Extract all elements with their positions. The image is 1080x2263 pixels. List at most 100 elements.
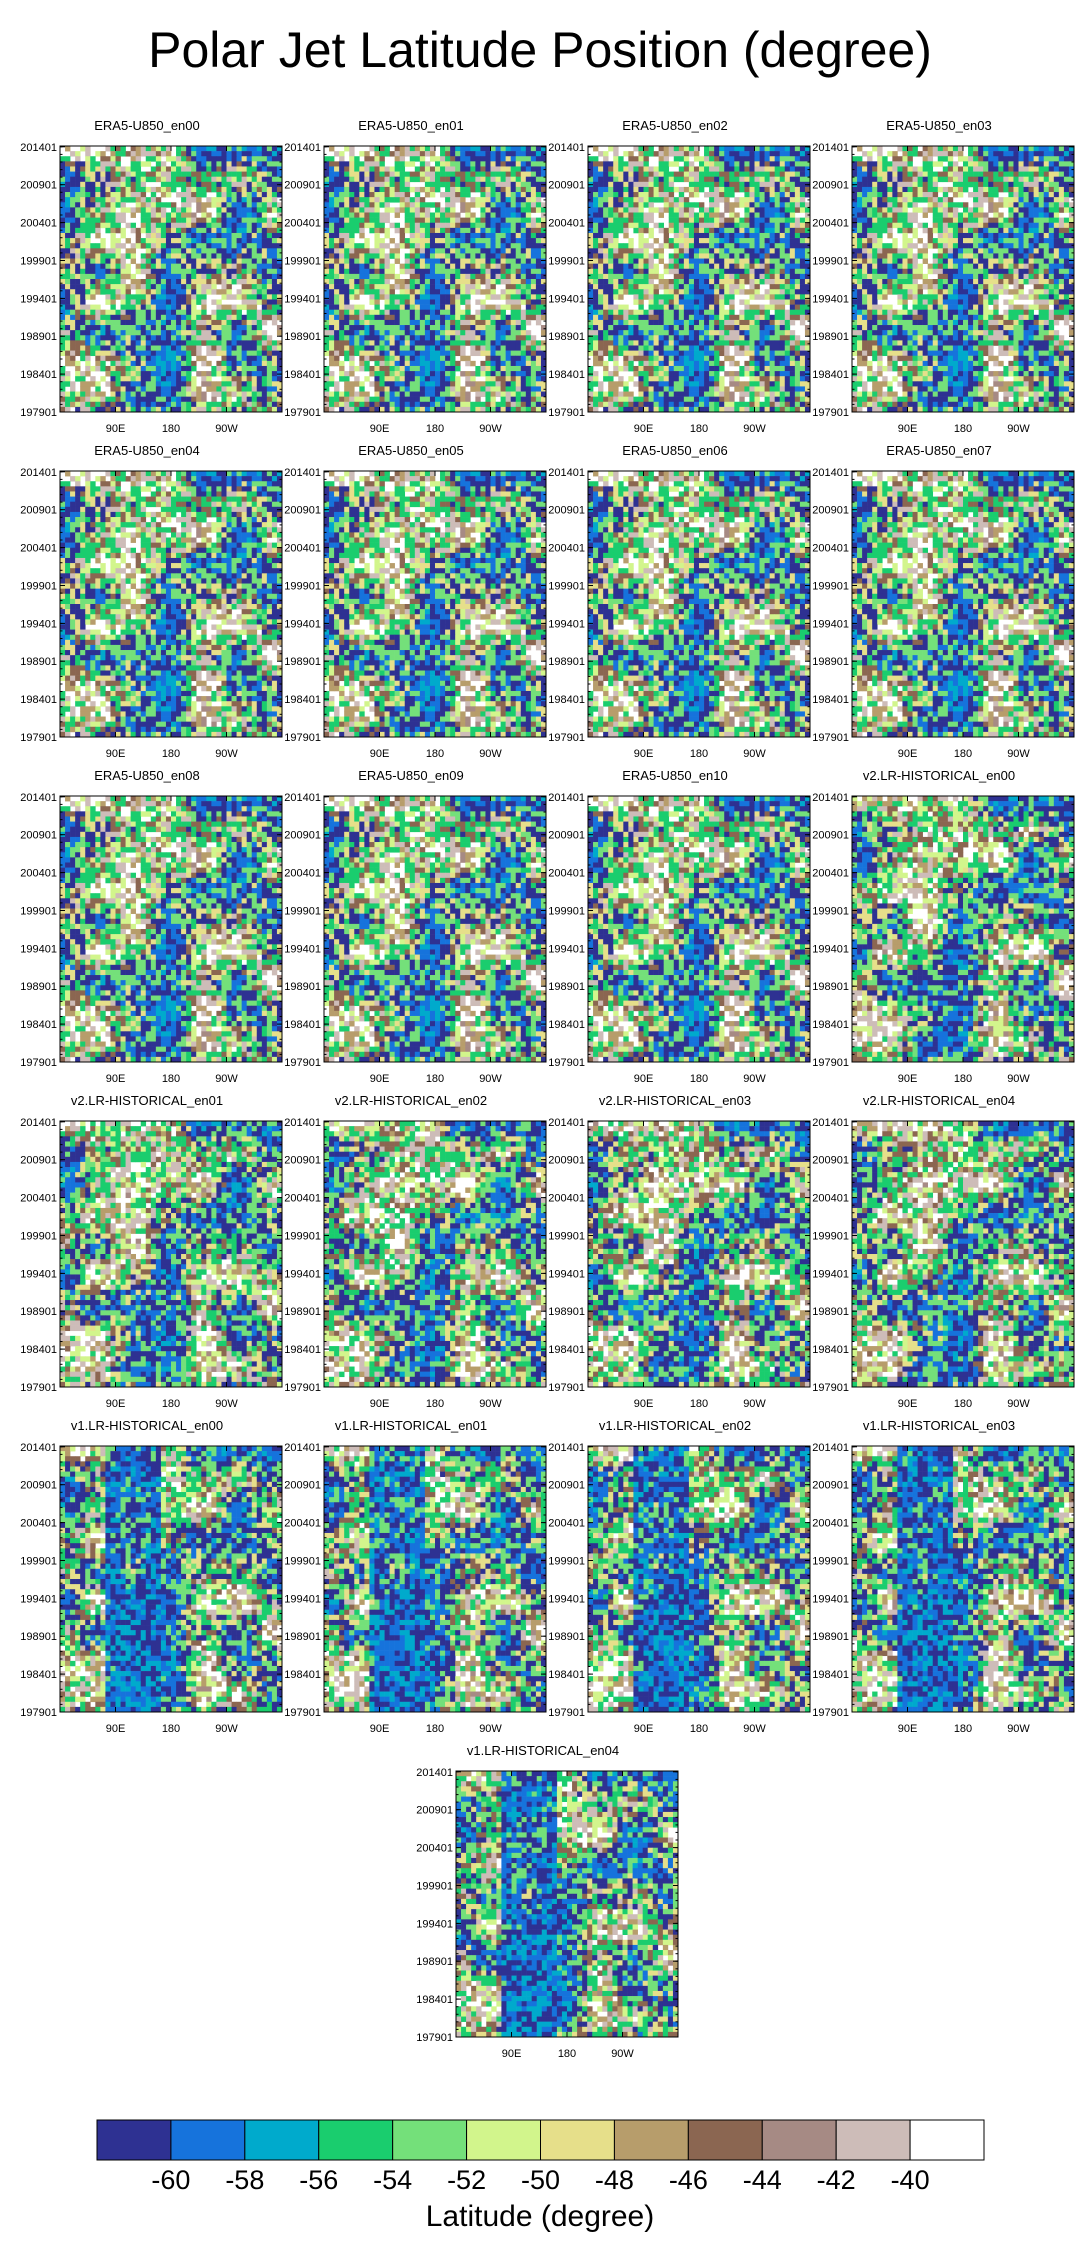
panel: ERA5-U850_en02 201401 200901 200401 199901 19… — [543, 118, 811, 438]
y-tick-label: 200901 — [548, 1155, 585, 1167]
y-tick-label: 199401 — [548, 293, 585, 305]
y-tick-label: 198901 — [812, 981, 849, 993]
y-tick-label: 201401 — [284, 1117, 321, 1129]
y-tick-label: 200401 — [548, 543, 585, 555]
y-tick-label: 200901 — [284, 830, 321, 842]
y-tick-label: 199901 — [20, 906, 57, 918]
y-tick-label: 197901 — [548, 1382, 585, 1394]
colorbar-tick-label: -56 — [279, 2164, 359, 2196]
panel: ERA5-U850_en04 201401 200901 200401 199901 19… — [15, 443, 283, 763]
y-tick-label: 197901 — [284, 1057, 321, 1069]
heatmap-field — [852, 796, 1075, 1063]
panel-plot: 201401 200901 200401 199901 199401 198901 1984… — [548, 1442, 811, 1735]
y-tick-label: 200901 — [20, 830, 57, 842]
y-tick-label: 199901 — [284, 256, 321, 268]
y-tick-label: 199901 — [20, 1231, 57, 1243]
y-tick-label: 200901 — [284, 505, 321, 517]
y-tick-label: 200401 — [812, 218, 849, 230]
y-tick-label: 198401 — [284, 1669, 321, 1681]
y-tick-label: 199901 — [548, 906, 585, 918]
x-tick-label: 90E — [634, 1398, 654, 1410]
y-tick-label: 199401 — [20, 943, 57, 955]
colorbar-tick-label: -48 — [574, 2164, 654, 2196]
y-tick-label: 199401 — [284, 618, 321, 630]
y-tick-label: 198401 — [284, 1344, 321, 1356]
x-tick-label: 90E — [502, 2048, 522, 2060]
y-tick-label: 198901 — [284, 981, 321, 993]
panel-title: v1.LR-HISTORICAL_en02 — [543, 1418, 807, 1434]
panel-title: v2.LR-HISTORICAL_en03 — [543, 1093, 807, 1109]
y-tick-label: 199401 — [20, 618, 57, 630]
x-tick-label: 90E — [106, 1073, 126, 1085]
y-tick-label: 198401 — [20, 1019, 57, 1031]
y-tick-label: 201401 — [548, 792, 585, 804]
y-tick-label: 200901 — [20, 505, 57, 517]
x-tick-label: 180 — [162, 748, 180, 760]
y-tick-label: 199401 — [416, 1918, 453, 1930]
x-tick-label: 90E — [106, 1723, 126, 1735]
x-tick-label: 90E — [898, 423, 918, 435]
heatmap-field — [456, 1771, 679, 2038]
y-tick-label: 200401 — [20, 1193, 57, 1205]
panel: v2.LR-HISTORICAL_en04 201401 200901 200401 1… — [807, 1093, 1075, 1413]
y-tick-label: 197901 — [20, 1382, 57, 1394]
x-tick-label: 90E — [370, 1723, 390, 1735]
y-tick-label: 198401 — [20, 694, 57, 706]
y-tick-label: 198401 — [548, 694, 585, 706]
y-tick-label: 201401 — [284, 792, 321, 804]
panel-plot: 201401 200901 200401 199901 199401 198901 1984… — [20, 1442, 283, 1735]
y-tick-label: 200901 — [284, 180, 321, 192]
panel: ERA5-U850_en09 201401 200901 200401 199901 19… — [279, 768, 547, 1088]
y-tick-label: 198401 — [416, 1994, 453, 2006]
y-tick-label: 199901 — [548, 581, 585, 593]
x-tick-label: 180 — [426, 748, 444, 760]
y-tick-label: 201401 — [20, 792, 57, 804]
heatmap-field — [60, 1446, 283, 1713]
y-tick-label: 199901 — [548, 256, 585, 268]
y-tick-label: 200401 — [812, 1193, 849, 1205]
panel-title: v2.LR-HISTORICAL_en04 — [807, 1093, 1071, 1109]
heatmap-field — [588, 796, 811, 1063]
y-tick-label: 200401 — [284, 1193, 321, 1205]
y-tick-label: 201401 — [812, 142, 849, 154]
x-tick-label: 90W — [1007, 423, 1030, 435]
y-tick-label: 198401 — [284, 694, 321, 706]
y-tick-label: 201401 — [548, 467, 585, 479]
panel-plot: 201401 200901 200401 199901 199401 198901 1984… — [812, 142, 1075, 435]
y-tick-label: 198901 — [548, 656, 585, 668]
panel-plot: 201401 200901 200401 199901 199401 198901 1984… — [548, 467, 811, 760]
y-tick-label: 199901 — [812, 256, 849, 268]
x-tick-label: 90E — [898, 1073, 918, 1085]
y-tick-label: 200401 — [284, 543, 321, 555]
x-tick-label: 90E — [106, 423, 126, 435]
y-tick-label: 198401 — [812, 1669, 849, 1681]
x-tick-label: 90W — [215, 423, 238, 435]
y-tick-label: 199901 — [20, 581, 57, 593]
x-tick-label: 180 — [954, 1723, 972, 1735]
colorbar-tick-label: -60 — [131, 2164, 211, 2196]
y-tick-label: 197901 — [284, 732, 321, 744]
panel-title: ERA5-U850_en09 — [279, 768, 543, 784]
y-tick-label: 197901 — [20, 1707, 57, 1719]
y-tick-label: 198901 — [284, 1306, 321, 1318]
x-tick-label: 90W — [1007, 1723, 1030, 1735]
y-tick-label: 200901 — [548, 180, 585, 192]
panel: v1.LR-HISTORICAL_en02 201401 200901 200401 1… — [543, 1418, 811, 1738]
y-tick-label: 198401 — [548, 1019, 585, 1031]
heatmap-field — [324, 796, 547, 1063]
panel-plot: 201401 200901 200401 199901 199401 198901 1984… — [284, 792, 547, 1085]
x-tick-label: 90E — [634, 1073, 654, 1085]
y-tick-label: 200401 — [284, 218, 321, 230]
panel-title: v2.LR-HISTORICAL_en02 — [279, 1093, 543, 1109]
y-tick-label: 198901 — [284, 1631, 321, 1643]
y-tick-label: 199901 — [416, 1881, 453, 1893]
y-tick-label: 199901 — [284, 906, 321, 918]
x-tick-label: 90W — [743, 1398, 766, 1410]
heatmap-field — [852, 146, 1075, 413]
heatmap-field — [324, 146, 547, 413]
y-tick-label: 197901 — [284, 1707, 321, 1719]
y-tick-label: 197901 — [548, 1057, 585, 1069]
y-tick-label: 197901 — [20, 407, 57, 419]
y-tick-label: 198401 — [20, 1344, 57, 1356]
